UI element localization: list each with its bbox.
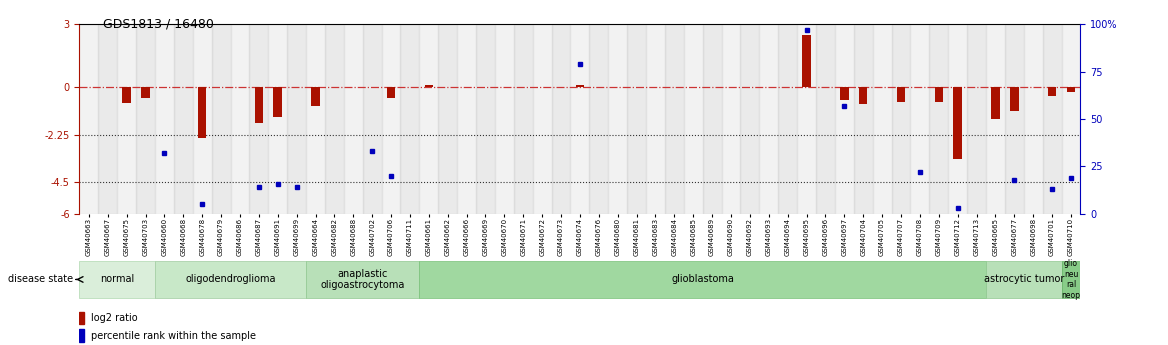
- Bar: [197, 87, 207, 138]
- FancyBboxPatch shape: [986, 261, 1062, 298]
- Bar: [141, 87, 150, 98]
- Bar: [703, 24, 722, 214]
- Bar: [1043, 24, 1062, 214]
- Bar: [269, 24, 287, 214]
- Bar: [117, 24, 137, 214]
- Bar: [123, 87, 131, 103]
- Bar: [311, 87, 320, 106]
- Bar: [778, 24, 797, 214]
- Bar: [609, 24, 627, 214]
- Bar: [948, 24, 967, 214]
- Bar: [1004, 24, 1023, 214]
- Bar: [934, 87, 943, 102]
- Bar: [797, 24, 816, 214]
- Bar: [363, 24, 382, 214]
- Bar: [576, 85, 584, 87]
- Bar: [953, 87, 962, 159]
- Bar: [1062, 24, 1080, 214]
- Text: percentile rank within the sample: percentile rank within the sample: [91, 331, 256, 341]
- Bar: [858, 87, 868, 104]
- Bar: [230, 24, 250, 214]
- Bar: [155, 24, 174, 214]
- Bar: [477, 24, 495, 214]
- Bar: [1048, 87, 1056, 96]
- Bar: [570, 24, 590, 214]
- Bar: [930, 24, 948, 214]
- Bar: [495, 24, 514, 214]
- Bar: [79, 312, 84, 324]
- Bar: [741, 24, 759, 214]
- Bar: [387, 87, 395, 98]
- Bar: [419, 24, 438, 214]
- Bar: [287, 24, 306, 214]
- Bar: [590, 24, 609, 214]
- Bar: [897, 87, 905, 102]
- FancyBboxPatch shape: [306, 261, 419, 298]
- Bar: [1010, 87, 1018, 111]
- Bar: [646, 24, 665, 214]
- Bar: [401, 24, 419, 214]
- Bar: [835, 24, 854, 214]
- Bar: [802, 35, 811, 87]
- Bar: [910, 24, 930, 214]
- FancyBboxPatch shape: [79, 261, 155, 298]
- Bar: [514, 24, 533, 214]
- Bar: [273, 87, 281, 117]
- FancyBboxPatch shape: [155, 261, 306, 298]
- Bar: [306, 24, 325, 214]
- Bar: [1023, 24, 1043, 214]
- Bar: [986, 24, 1004, 214]
- Bar: [627, 24, 646, 214]
- Bar: [683, 24, 703, 214]
- Bar: [759, 24, 778, 214]
- Bar: [174, 24, 193, 214]
- Text: GDS1813 / 16480: GDS1813 / 16480: [103, 17, 214, 30]
- Bar: [1066, 87, 1076, 92]
- Text: glioblastoma: glioblastoma: [672, 275, 735, 284]
- Text: anaplastic
oligoastrocytoma: anaplastic oligoastrocytoma: [320, 269, 405, 290]
- Bar: [382, 24, 401, 214]
- Text: disease state: disease state: [8, 275, 74, 284]
- Bar: [98, 24, 117, 214]
- Bar: [250, 24, 269, 214]
- Bar: [438, 24, 457, 214]
- Bar: [722, 24, 741, 214]
- Bar: [79, 329, 84, 342]
- Bar: [891, 24, 910, 214]
- Text: normal: normal: [100, 275, 134, 284]
- Text: astrocytic tumor: astrocytic tumor: [983, 275, 1064, 284]
- Bar: [840, 87, 849, 100]
- Bar: [967, 24, 986, 214]
- Bar: [425, 85, 433, 87]
- FancyBboxPatch shape: [419, 261, 986, 298]
- Bar: [193, 24, 211, 214]
- Bar: [325, 24, 343, 214]
- Bar: [79, 24, 98, 214]
- Bar: [816, 24, 835, 214]
- Text: log2 ratio: log2 ratio: [91, 314, 138, 323]
- Text: glio
neu
ral
neop: glio neu ral neop: [1062, 259, 1080, 299]
- Bar: [665, 24, 683, 214]
- Bar: [211, 24, 230, 214]
- Bar: [255, 87, 263, 123]
- Bar: [872, 24, 891, 214]
- Bar: [992, 87, 1000, 119]
- Bar: [137, 24, 155, 214]
- Bar: [533, 24, 551, 214]
- Text: oligodendroglioma: oligodendroglioma: [186, 275, 276, 284]
- FancyBboxPatch shape: [1062, 261, 1080, 298]
- Bar: [457, 24, 477, 214]
- Bar: [854, 24, 872, 214]
- Bar: [551, 24, 570, 214]
- Bar: [343, 24, 363, 214]
